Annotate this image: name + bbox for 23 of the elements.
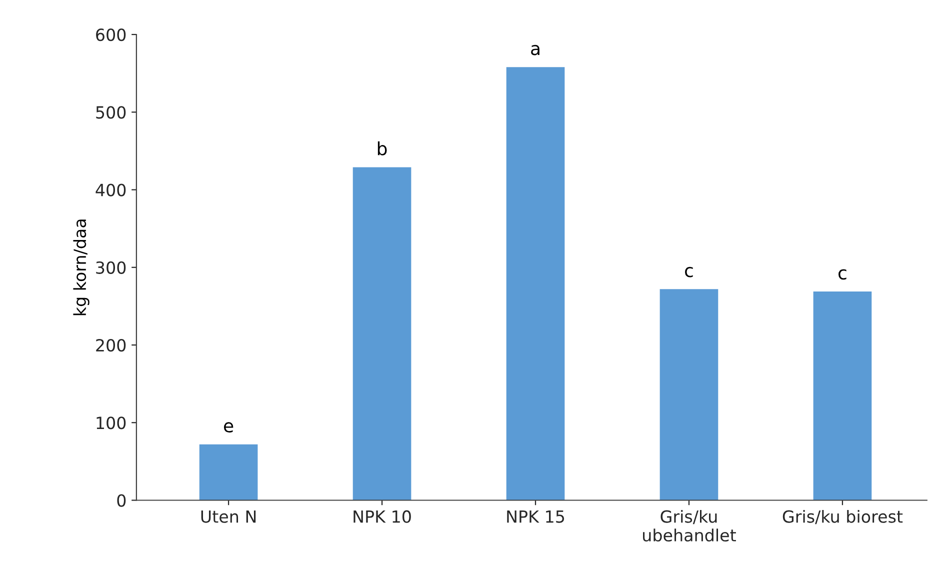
y-tick-label: 200: [96, 338, 126, 352]
bar: [813, 291, 872, 500]
x-tick-label: Gris/ku biorest: [782, 510, 903, 524]
bar: [352, 167, 412, 500]
bar: [199, 444, 258, 500]
x-tick-label: NPK 10: [354, 510, 411, 523]
annotation: c: [838, 269, 846, 280]
x-tick-label: Gris/ku ubehandlet: [643, 510, 736, 542]
y-tick-label: 0: [117, 494, 126, 507]
y-tick-label: 400: [96, 184, 126, 196]
annotation: e: [224, 422, 234, 433]
bar: [506, 67, 565, 500]
x-tick-label: NPK 15: [507, 510, 564, 523]
y-tick-label: 600: [96, 28, 126, 42]
y-tick-label: 500: [96, 106, 126, 119]
annotation: a: [531, 44, 540, 56]
y-axis-title: kg korn/daa: [73, 220, 90, 316]
annotation: c: [685, 266, 693, 278]
bar: [660, 289, 718, 500]
annotation: b: [378, 141, 387, 156]
x-tick-label: Uten N: [201, 510, 256, 523]
y-tick-label: 300: [96, 261, 126, 274]
y-tick-label: 100: [96, 416, 126, 430]
